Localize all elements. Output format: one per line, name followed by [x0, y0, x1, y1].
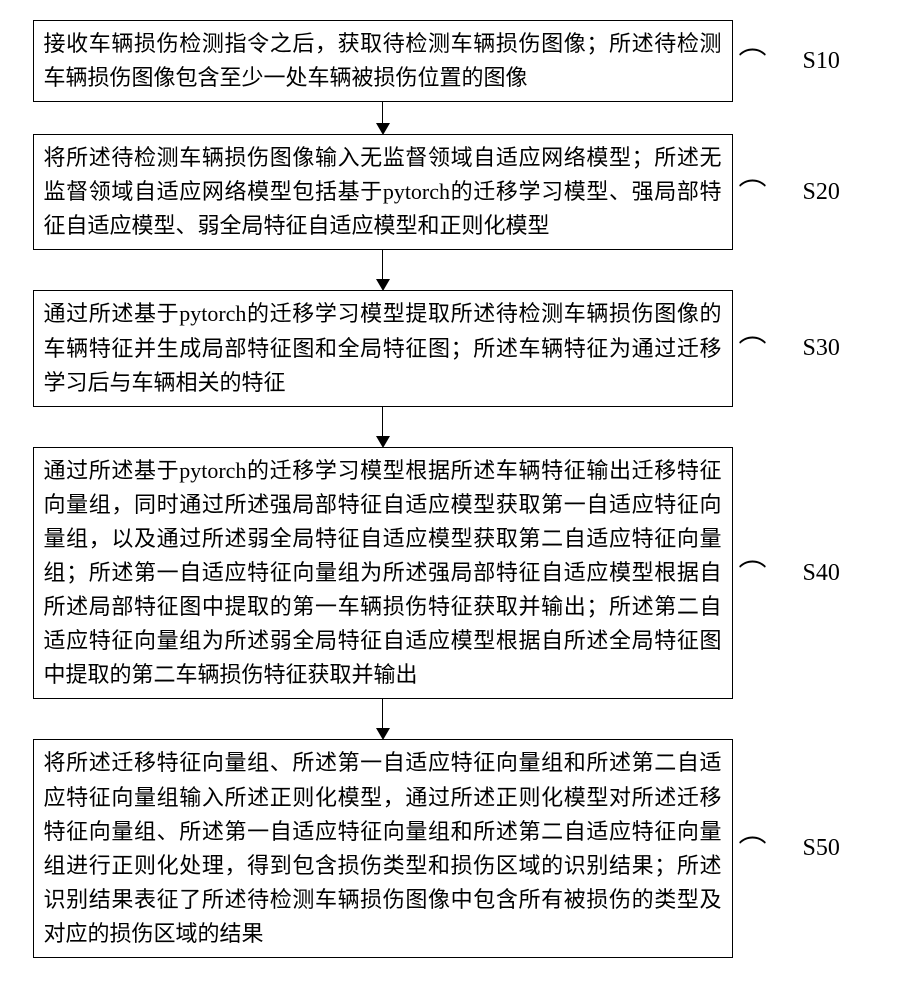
step-box-s40: 通过所述基于pytorch的迁移学习模型根据所述车辆特征输出迁移特征向量组，同时…	[33, 447, 733, 700]
bracket-connector: ⌒	[733, 829, 803, 869]
step-row: 将所述迁移特征向量组、所述第一自适应特征向量组和所述第二自适应特征向量组输入所述…	[10, 739, 895, 958]
step-box-s10: 接收车辆损伤检测指令之后，获取待检测车辆损伤图像；所述待检测车辆损伤图像包含至少…	[33, 20, 733, 102]
arrow-line	[382, 406, 384, 436]
bracket-connector: ⌒	[733, 41, 803, 81]
flowchart-container: 接收车辆损伤检测指令之后，获取待检测车辆损伤图像；所述待检测车辆损伤图像包含至少…	[10, 20, 895, 958]
arrow-line	[382, 698, 384, 728]
step-label-s40: S40	[803, 560, 873, 587]
step-row: 接收车辆损伤检测指令之后，获取待检测车辆损伤图像；所述待检测车辆损伤图像包含至少…	[10, 20, 895, 102]
step-label-s50: S50	[803, 835, 873, 862]
step-label-s10: S10	[803, 48, 873, 75]
arrow-connector	[376, 101, 390, 135]
step-label-s20: S20	[803, 179, 873, 206]
arrow-connector	[376, 406, 390, 448]
step-row: 通过所述基于pytorch的迁移学习模型提取所述待检测车辆损伤图像的车辆特征并生…	[10, 290, 895, 406]
step-box-s20: 将所述待检测车辆损伤图像输入无监督领域自适应网络模型；所述无监督领域自适应网络模…	[33, 134, 733, 250]
arrow-connector	[376, 698, 390, 740]
bracket-connector: ⌒	[733, 553, 803, 593]
arrow-line	[382, 249, 384, 279]
step-label-s30: S30	[803, 335, 873, 362]
arrow-connector	[376, 249, 390, 291]
step-row: 将所述待检测车辆损伤图像输入无监督领域自适应网络模型；所述无监督领域自适应网络模…	[10, 134, 895, 250]
step-box-s50: 将所述迁移特征向量组、所述第一自适应特征向量组和所述第二自适应特征向量组输入所述…	[33, 739, 733, 958]
bracket-connector: ⌒	[733, 329, 803, 369]
step-row: 通过所述基于pytorch的迁移学习模型根据所述车辆特征输出迁移特征向量组，同时…	[10, 447, 895, 700]
bracket-connector: ⌒	[733, 172, 803, 212]
step-box-s30: 通过所述基于pytorch的迁移学习模型提取所述待检测车辆损伤图像的车辆特征并生…	[33, 290, 733, 406]
arrow-line	[382, 101, 384, 123]
